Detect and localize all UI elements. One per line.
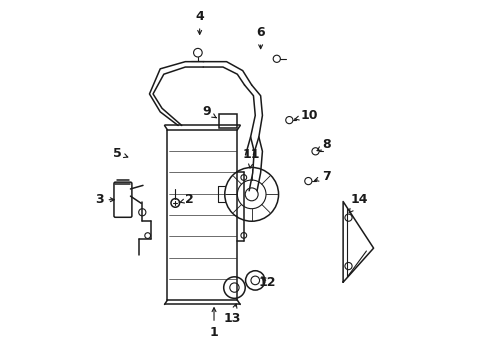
Text: 4: 4 [195, 10, 203, 34]
Text: 7: 7 [314, 170, 331, 183]
Text: 5: 5 [113, 147, 127, 159]
Text: 11: 11 [243, 148, 260, 168]
Text: 9: 9 [202, 105, 216, 118]
Text: 14: 14 [348, 193, 367, 213]
Text: 6: 6 [256, 27, 264, 49]
Text: 1: 1 [209, 308, 218, 339]
Text: 8: 8 [317, 138, 330, 151]
Text: 3: 3 [95, 193, 114, 206]
Text: 12: 12 [259, 276, 276, 289]
Text: 2: 2 [179, 193, 193, 206]
Text: 10: 10 [294, 109, 317, 122]
Text: 13: 13 [223, 304, 240, 325]
